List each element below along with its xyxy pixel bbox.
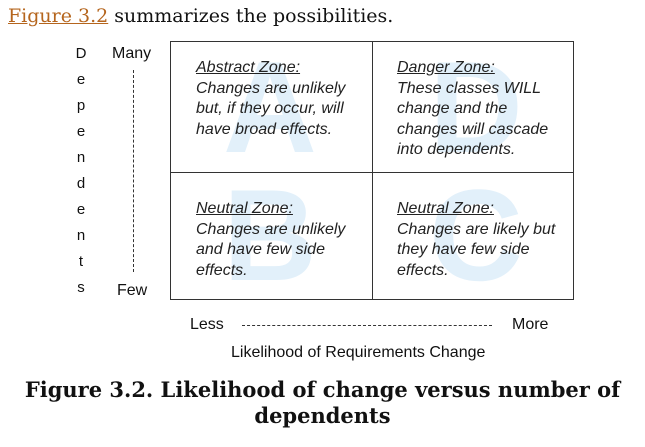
quadrant-line: have broad effects. (196, 120, 333, 138)
quadrant-line: These classes WILL (397, 79, 542, 97)
caption-line: dependents (254, 403, 391, 428)
y-axis-label: D e p e n d e n t s (74, 44, 88, 304)
y-axis-letter: t (78, 253, 84, 270)
y-axis-dashed-line (133, 70, 134, 272)
caption-line: Figure 3.2. Likelihood of change versus … (24, 377, 621, 402)
quadrant-line: and have few side (196, 241, 325, 258)
quadrant-line: they have few side (397, 241, 530, 258)
quadrant-title: Neutral Zone: (196, 200, 293, 217)
intro-sentence: Figure 3.2 summarizes the possibilities. (8, 5, 393, 27)
quadrant-line: effects. (397, 261, 449, 279)
quadrant-abstract-zone: Abstract Zone: Changes are unlikely but,… (196, 58, 345, 140)
y-axis-letter: p (76, 97, 86, 114)
x-axis-right-label: More (512, 316, 549, 333)
quadrant-danger-zone: Danger Zone: These classes WILL change a… (397, 58, 548, 161)
quadrant-line: changes will cascade (397, 120, 549, 138)
y-axis-letter: e (76, 201, 86, 218)
quadrant-line: but, if they occur, will (196, 100, 344, 117)
figure-link[interactable]: Figure 3.2 (8, 5, 109, 27)
y-axis-letter: e (76, 123, 86, 140)
x-axis-dashed-line (242, 325, 492, 326)
figure-caption: Figure 3.2. Likelihood of change versus … (0, 377, 645, 429)
watermark-letter: B (223, 162, 317, 308)
quadrant-line: Changes are unlikely (196, 220, 346, 238)
quadrant-line: into dependents. (397, 141, 516, 158)
y-axis-top-label: Many (112, 45, 152, 62)
quadrant-line: Changes are unlikely (196, 79, 346, 97)
quadrant-line: effects. (196, 261, 248, 279)
y-axis-letter: n (76, 227, 86, 244)
y-axis-letter: D (75, 45, 87, 62)
x-axis-left-label: Less (190, 316, 224, 333)
y-axis-letter: e (76, 71, 86, 88)
y-axis-bottom-label: Few (117, 282, 148, 299)
y-axis-letter: s (77, 279, 85, 296)
quadrant-title: Abstract Zone: (196, 59, 301, 76)
watermark-letter: C (429, 162, 523, 308)
x-axis-title: Likelihood of Requirements Change (231, 344, 486, 361)
quadrant-line: change and the (397, 100, 508, 117)
quadrant-title: Danger Zone: (397, 59, 495, 76)
quadrant-line: Changes are likely but (397, 220, 556, 238)
y-axis-letter: d (76, 175, 86, 192)
grid-horizontal-divider (171, 172, 573, 173)
quadrant-grid: A D B C Abstract Zone: Changes are unlik… (170, 41, 574, 300)
grid-vertical-divider (372, 42, 373, 299)
y-axis-letter: n (76, 149, 86, 166)
quadrant-neutral-zone-high: Neutral Zone: Changes are likely but the… (397, 199, 555, 281)
intro-text: summarizes the possibilities. (108, 5, 394, 27)
quadrant-title: Neutral Zone: (397, 200, 494, 217)
watermark-letter: D (429, 34, 523, 180)
quadrant-neutral-zone-low: Neutral Zone: Changes are unlikely and h… (196, 199, 345, 281)
watermark-letter: A (223, 34, 317, 180)
